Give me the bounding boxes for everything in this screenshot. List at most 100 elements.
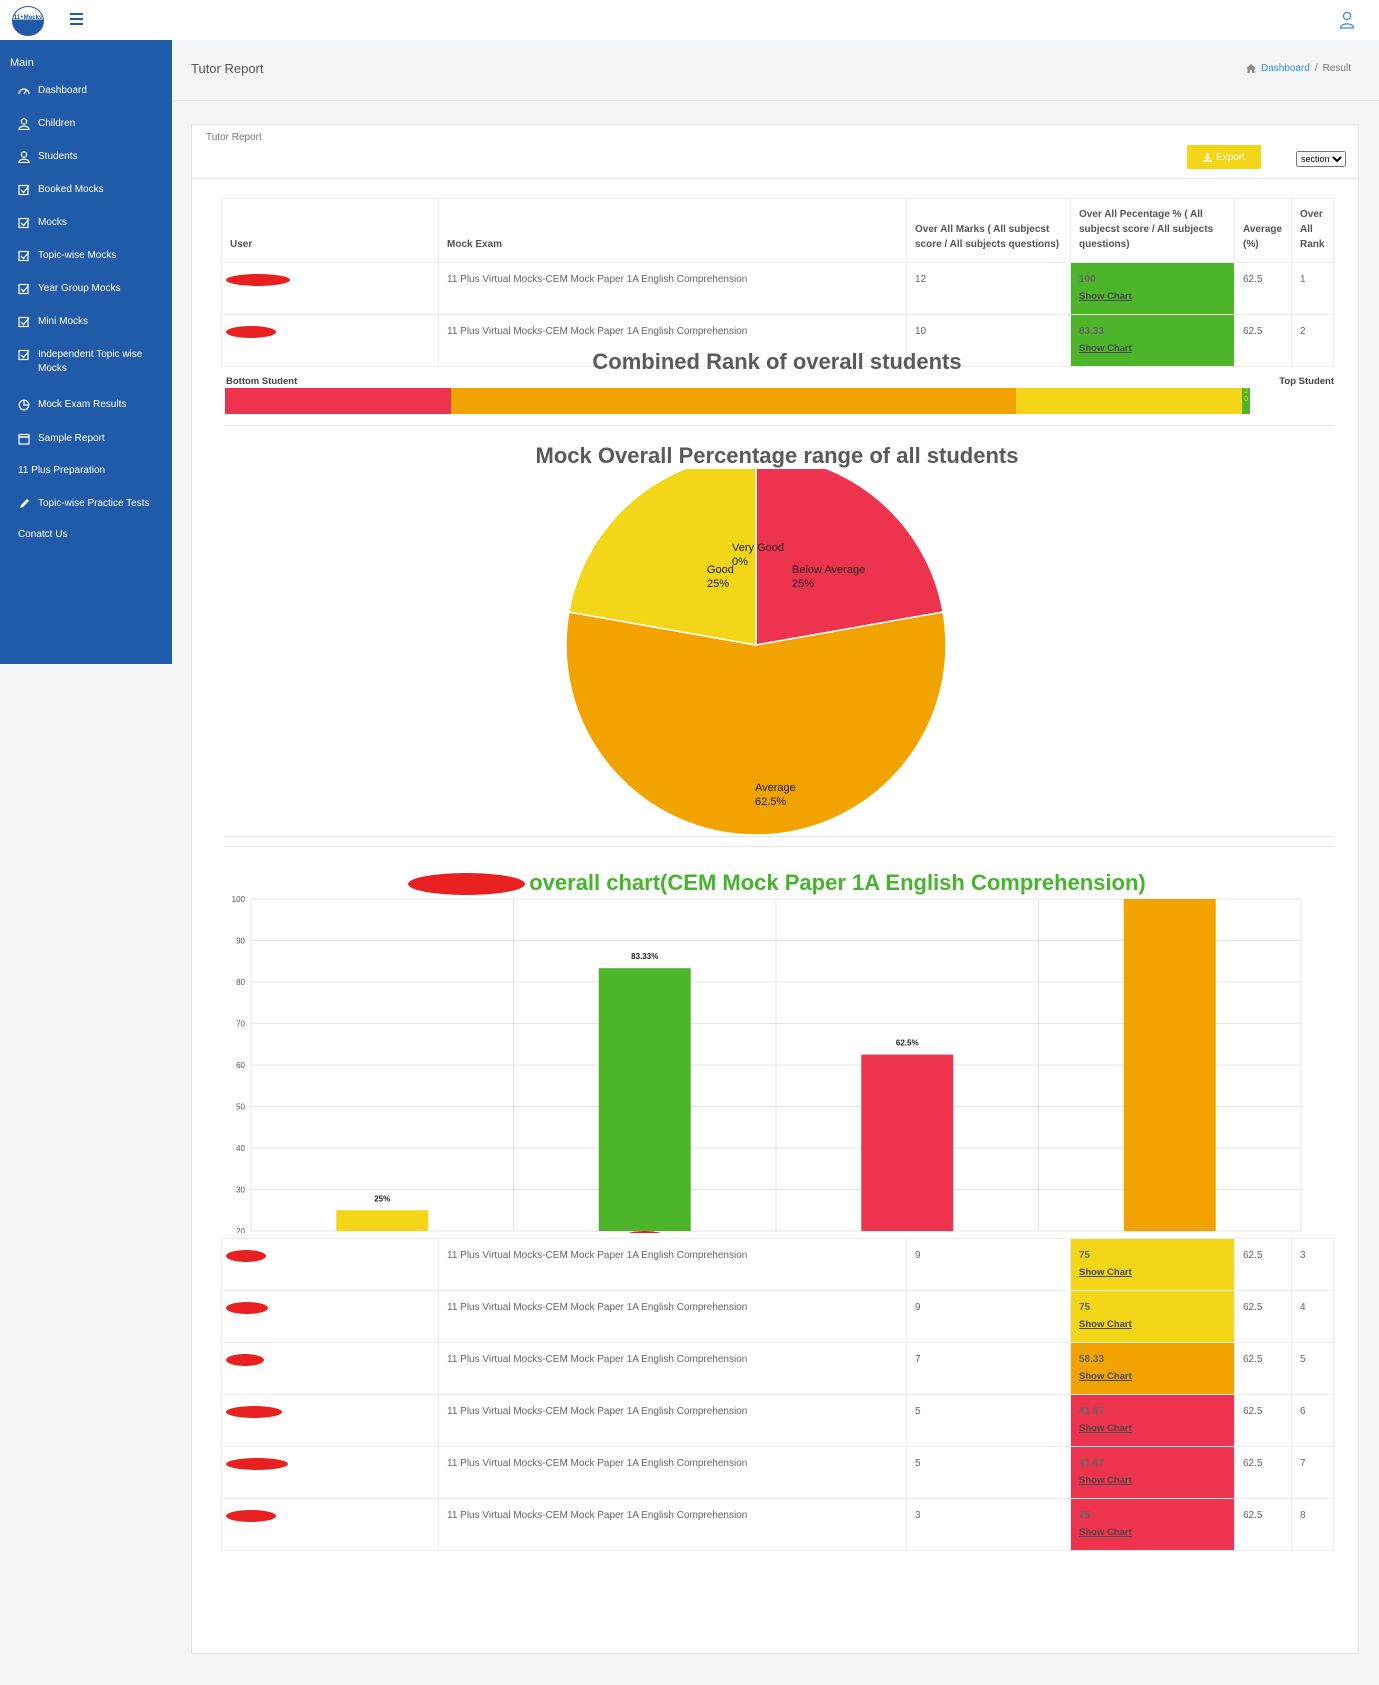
cell-user xyxy=(221,1290,439,1343)
show-chart-link[interactable]: Show Chart xyxy=(1079,1371,1132,1382)
pie-slice-below-average[interactable] xyxy=(755,469,944,646)
cell-marks: 7 xyxy=(906,1342,1071,1395)
show-chart-link[interactable]: Show Chart xyxy=(1079,291,1132,302)
show-chart-link[interactable]: Show Chart xyxy=(1079,1267,1132,1278)
sidebar-item-7[interactable]: Mini Mocks xyxy=(18,315,168,329)
export-button[interactable]: Export xyxy=(1187,145,1261,169)
top-student-label: Top Student xyxy=(1279,376,1334,387)
pie-label-value: 25% xyxy=(707,578,730,590)
redacted-student-name xyxy=(408,873,526,896)
home-icon xyxy=(1245,64,1256,73)
bar-1[interactable] xyxy=(598,968,691,1231)
sidebar-item-6[interactable]: Year Group Mocks xyxy=(18,282,168,296)
table-row: 11 Plus Virtual Mocks-CEM Mock Paper 1A … xyxy=(221,1342,1334,1395)
pie-icon xyxy=(18,399,30,411)
breadcrumb-separator: / xyxy=(1314,63,1318,74)
sidebar-item-8[interactable]: Independent Topic wise Mocks xyxy=(18,348,168,376)
sidebar-item-13[interactable]: Conatct Us xyxy=(18,528,168,542)
pie-label-name: Good xyxy=(707,564,734,576)
results-table-bottom: 11 Plus Virtual Mocks-CEM Mock Paper 1A … xyxy=(221,1238,1334,1551)
logo[interactable]: 11+Mocks xyxy=(12,6,44,36)
cell-mock-exam: 11 Plus Virtual Mocks-CEM Mock Paper 1A … xyxy=(438,1342,907,1395)
y-tick-label: 60 xyxy=(236,1061,245,1070)
cell-marks: 10 xyxy=(906,314,1071,367)
bar-0[interactable] xyxy=(336,1210,429,1231)
pie-label-name: Average xyxy=(755,782,796,794)
show-chart-link[interactable]: Show Chart xyxy=(1079,1475,1132,1486)
header-user: User xyxy=(221,198,439,263)
cell-user xyxy=(221,1342,439,1395)
user-account-icon[interactable] xyxy=(1339,11,1355,29)
sidebar-item-10[interactable]: Sample Report xyxy=(18,432,168,446)
show-chart-link[interactable]: Show Chart xyxy=(1079,1423,1132,1434)
sidebar-item-label: Independent Topic wise Mocks xyxy=(38,349,143,374)
percentage-value: 58.33 xyxy=(1079,1354,1105,1365)
bar-2[interactable] xyxy=(861,1054,954,1231)
cell-rank: 1 xyxy=(1291,262,1334,315)
sidebar-item-5[interactable]: Topic-wise Mocks xyxy=(18,249,168,263)
percentage-value: 75 xyxy=(1079,1250,1091,1261)
percentage-value: 41.67 xyxy=(1079,1406,1105,1417)
table-row: 11 Plus Virtual Mocks-CEM Mock Paper 1A … xyxy=(221,262,1334,315)
sidebar-item-3[interactable]: Booked Mocks xyxy=(18,183,168,197)
cell-mock-exam: 11 Plus Virtual Mocks-CEM Mock Paper 1A … xyxy=(438,262,907,315)
section-select[interactable]: section xyxy=(1296,151,1346,167)
sidebar-item-4[interactable]: Mocks xyxy=(18,216,168,230)
cell-percentage: 41.67 Show Chart xyxy=(1070,1394,1235,1447)
sidebar-item-11[interactable]: 11 Plus Preparation xyxy=(18,464,168,478)
cell-marks: 5 xyxy=(906,1394,1071,1447)
cell-percentage: 41.67 Show Chart xyxy=(1070,1446,1235,1499)
menu-toggle-icon[interactable] xyxy=(70,13,83,25)
sidebar-item-2[interactable]: Students xyxy=(18,150,168,164)
redacted-user-name xyxy=(226,1302,268,1314)
section-divider xyxy=(225,846,1334,847)
sidebar-item-9[interactable]: Mock Exam Results xyxy=(18,398,168,412)
sidebar-item-12[interactable]: Topic-wise Practice Tests xyxy=(18,497,168,511)
rank-section-title: Combined Rank of overall students xyxy=(592,349,962,374)
y-tick-label: 40 xyxy=(236,1144,245,1153)
bar-3[interactable] xyxy=(1123,899,1216,1231)
top-bar: 11+Mocks xyxy=(0,0,1379,40)
y-tick-label: 90 xyxy=(236,937,245,946)
sidebar-item-label: Children xyxy=(38,118,76,129)
cell-average: 62.5 xyxy=(1234,262,1292,315)
show-chart-link[interactable]: Show Chart xyxy=(1079,343,1132,354)
sidebar-item-0[interactable]: Dashboard xyxy=(18,84,168,98)
pie-label-very-good: Very Good 0% xyxy=(732,541,784,569)
cell-user xyxy=(221,1446,439,1499)
show-chart-link[interactable]: Show Chart xyxy=(1079,1319,1132,1330)
pie-slice-good[interactable] xyxy=(568,469,757,646)
rank-segment-3: 2 0 xyxy=(1242,388,1251,414)
breadcrumb-dashboard-link[interactable]: Dashboard xyxy=(1260,63,1310,74)
redacted-user-name xyxy=(226,1510,276,1522)
results-table-top: User Mock Exam Over All Marks ( All subj… xyxy=(221,198,1334,367)
checkbox-icon xyxy=(18,250,30,262)
pie-label-name: Below Average xyxy=(792,564,866,576)
breadcrumb: Dashboard / Result xyxy=(1245,63,1351,74)
pie-slice-average[interactable] xyxy=(565,611,947,836)
y-tick-label: 30 xyxy=(236,1186,245,1195)
sidebar-item-1[interactable]: Children xyxy=(18,117,168,131)
header-overall-marks: Over All Marks ( All subjecst score / Al… xyxy=(906,198,1071,263)
redacted-user-name xyxy=(226,1354,264,1366)
redacted-category-label xyxy=(628,1231,662,1233)
sidebar-item-label: Conatct Us xyxy=(18,529,68,540)
show-chart-link[interactable]: Show Chart xyxy=(1079,1527,1132,1538)
header-average: Average (%) xyxy=(1234,198,1292,263)
cell-marks: 9 xyxy=(906,1290,1071,1343)
table-row: 11 Plus Virtual Mocks-CEM Mock Paper 1A … xyxy=(221,1394,1334,1447)
rank-segment-empty xyxy=(1250,388,1334,414)
sidebar-item-label: Mock Exam Results xyxy=(38,399,127,410)
cell-user xyxy=(221,1394,439,1447)
cell-percentage: 75 Show Chart xyxy=(1070,1238,1235,1291)
cell-rank: 4 xyxy=(1291,1290,1334,1343)
cell-mock-exam: 11 Plus Virtual Mocks-CEM Mock Paper 1A … xyxy=(438,1238,907,1291)
pencil-icon xyxy=(20,499,29,508)
cell-user xyxy=(221,262,439,315)
bar-chart-title-text: overall chart(CEM Mock Paper 1A English … xyxy=(529,870,1146,895)
cell-mock-exam: 11 Plus Virtual Mocks-CEM Mock Paper 1A … xyxy=(438,1498,907,1551)
breadcrumb-current: Result xyxy=(1322,63,1351,74)
cell-percentage: 58.33 Show Chart xyxy=(1070,1342,1235,1395)
pie-label-value: 0% xyxy=(732,556,748,568)
cell-rank: 6 xyxy=(1291,1394,1334,1447)
